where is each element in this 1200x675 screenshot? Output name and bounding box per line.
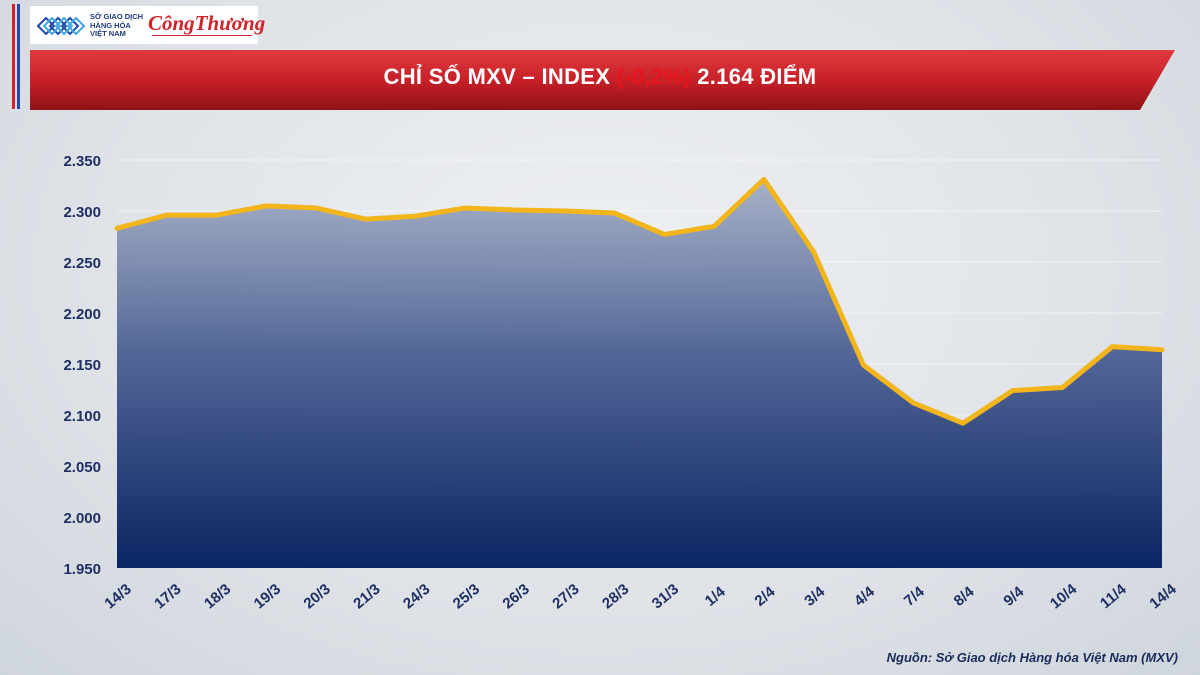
data-point — [513, 207, 518, 212]
x-tick-label: 9/4 — [1000, 583, 1027, 610]
logo-brand: CôngThương — [148, 11, 266, 35]
x-tick-label: 17/3 — [151, 581, 184, 613]
title-suffix: 2.164 ĐIỂM — [690, 64, 817, 89]
logo-text: SỞ GIAO DỊCH HÀNG HÓA VIỆT NAM — [90, 12, 144, 39]
accent-bar-red — [12, 4, 15, 109]
data-point — [960, 421, 965, 426]
x-tick-label: 21/3 — [350, 581, 383, 613]
data-point — [1010, 388, 1015, 393]
x-tick-label: 25/3 — [450, 581, 483, 613]
data-point — [115, 226, 119, 231]
y-tick-label: 2.300 — [63, 204, 101, 221]
x-tick-label: 14/3 — [101, 581, 134, 613]
x-tick-label: 4/4 — [851, 583, 878, 610]
data-point — [662, 232, 667, 237]
x-tick-label: 1/4 — [702, 583, 729, 610]
data-point — [314, 205, 319, 210]
title-banner — [30, 50, 1175, 110]
data-point — [712, 224, 717, 229]
data-point — [1110, 344, 1115, 349]
x-tick-label: 20/3 — [301, 581, 334, 613]
x-tick-label: 31/3 — [649, 581, 682, 613]
data-point — [363, 217, 368, 222]
x-tick-label: 10/4 — [1047, 580, 1081, 612]
y-tick-label: 2.050 — [63, 459, 101, 476]
data-point — [761, 177, 766, 182]
data-point — [612, 211, 617, 216]
logo-line-2: HÀNG HÓA — [90, 20, 131, 30]
logo: SỞ GIAO DỊCH HÀNG HÓA VIỆT NAM CôngThươn… — [30, 6, 265, 44]
x-tick-label: 18/3 — [201, 581, 234, 613]
data-point — [861, 363, 866, 368]
data-point — [562, 209, 567, 213]
data-point — [463, 205, 468, 210]
data-point — [811, 249, 816, 254]
x-tick-label: 14/4 — [1146, 580, 1180, 612]
logo-line-1: SỞ GIAO DỊCH — [90, 12, 144, 21]
x-tick-label: 11/4 — [1097, 581, 1130, 613]
y-tick-label: 2.250 — [63, 255, 101, 272]
source-note: Nguồn: Sở Giao dịch Hàng hóa Việt Nam (M… — [886, 650, 1178, 665]
data-point — [214, 213, 219, 218]
x-tick-label: 7/4 — [901, 583, 928, 610]
series-line — [114, 176, 1165, 426]
data-point — [1060, 385, 1065, 390]
x-tick-label: 24/3 — [400, 581, 433, 613]
data-point — [911, 400, 916, 405]
chart-title: CHỈ SỐ MXV – INDEX (-0,2%) 2.164 ĐIỂM — [0, 64, 1200, 90]
logo-brand-underline — [152, 35, 252, 36]
x-tick-label: 2/4 — [752, 583, 779, 610]
y-tick-label: 2.100 — [63, 408, 101, 425]
x-tick-label: 8/4 — [951, 583, 978, 610]
y-tick-label: 2.150 — [63, 357, 101, 374]
data-point — [264, 203, 269, 208]
x-tick-label: 26/3 — [500, 581, 533, 613]
title-prefix: CHỈ SỐ MXV – INDEX — [383, 64, 617, 89]
y-tick-label: 2.350 — [63, 153, 101, 170]
x-tick-label: 19/3 — [251, 581, 284, 613]
accent-bar-blue — [17, 4, 20, 109]
title-change: (-0,2%) — [616, 64, 691, 89]
y-tick-label: 2.000 — [63, 510, 101, 527]
x-tick-label: 28/3 — [599, 581, 632, 613]
x-tick-label: 3/4 — [801, 583, 828, 610]
mxv-logo-icon — [36, 16, 86, 36]
x-tick-label: 27/3 — [549, 581, 582, 613]
logo-line-3: VIỆT NAM — [90, 29, 126, 38]
data-point — [1160, 347, 1164, 352]
data-point — [164, 213, 169, 218]
y-tick-label: 2.200 — [63, 306, 101, 323]
y-tick-label: 1.950 — [63, 561, 101, 578]
data-point — [413, 214, 418, 219]
area-fill — [117, 179, 1162, 568]
